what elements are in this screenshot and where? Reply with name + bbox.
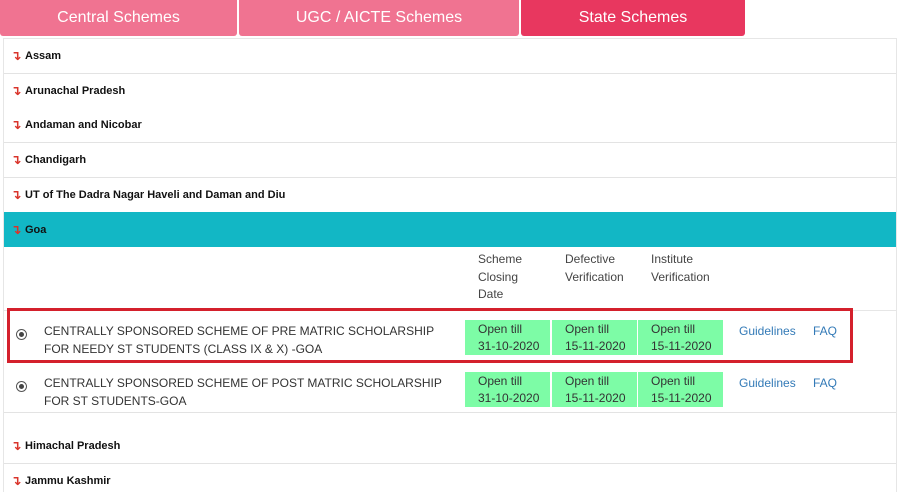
state-label: Andaman and Nicobar bbox=[25, 119, 142, 131]
state-item-dadra-nagar-haveli-daman-diu[interactable]: ↴ UT of The Dadra Nagar Haveli and Daman… bbox=[4, 178, 896, 213]
state-item-assam[interactable]: ↴ Assam bbox=[4, 39, 896, 74]
state-label: Himachal Pradesh bbox=[25, 440, 121, 452]
scheme-row: CENTRALLY SPONSORED SCHEME OF PRE MATRIC… bbox=[4, 320, 896, 367]
faq-link[interactable]: FAQ bbox=[813, 376, 838, 390]
state-label: Jammu Kashmir bbox=[25, 475, 111, 487]
institute-verification-cell: Open till 15-11-2020 bbox=[638, 320, 723, 355]
expand-arrow-icon: ↴ bbox=[10, 117, 22, 132]
expand-arrow-icon: ↴ bbox=[10, 187, 22, 202]
expand-arrow-icon: ↴ bbox=[10, 438, 22, 453]
state-accordion: ↴ Assam ↴ Arunachal Pradesh ↴ Andaman an… bbox=[3, 38, 897, 492]
scheme-tabs: Central Schemes UGC / AICTE Schemes Stat… bbox=[0, 0, 900, 36]
state-item-arunachal-pradesh[interactable]: ↴ Arunachal Pradesh bbox=[4, 74, 896, 109]
defective-verification-cell: Open till 15-11-2020 bbox=[552, 372, 637, 407]
guidelines-link[interactable]: Guidelines bbox=[739, 324, 796, 338]
scheme-name: CENTRALLY SPONSORED SCHEME OF PRE MATRIC… bbox=[44, 324, 435, 356]
scheme-radio-button[interactable] bbox=[16, 329, 27, 340]
scheme-closing-date-cell: Open till 31-10-2020 bbox=[465, 372, 550, 407]
state-item-himachal-pradesh[interactable]: ↴ Himachal Pradesh bbox=[4, 429, 896, 464]
expand-arrow-icon: ↴ bbox=[10, 83, 22, 98]
column-header-defective-verification: Defective Verification bbox=[565, 252, 624, 284]
expand-arrow-icon: ↴ bbox=[10, 221, 22, 237]
scheme-name: CENTRALLY SPONSORED SCHEME OF POST MATRI… bbox=[44, 376, 442, 408]
state-item-jammu-kashmir[interactable]: ↴ Jammu Kashmir bbox=[4, 464, 896, 492]
defective-verification-cell: Open till 15-11-2020 bbox=[552, 320, 637, 355]
scheme-row: CENTRALLY SPONSORED SCHEME OF POST MATRI… bbox=[4, 372, 896, 419]
tab-ugc-aicte-schemes[interactable]: UGC / AICTE Schemes bbox=[239, 0, 519, 36]
scheme-closing-date-cell: Open till 31-10-2020 bbox=[465, 320, 550, 355]
column-header-institute-verification: Institute Verification bbox=[651, 252, 710, 284]
expand-arrow-icon: ↴ bbox=[10, 152, 22, 167]
tab-state-schemes[interactable]: State Schemes bbox=[521, 0, 745, 36]
expand-arrow-icon: ↴ bbox=[10, 48, 22, 63]
guidelines-link[interactable]: Guidelines bbox=[739, 376, 796, 390]
state-item-andaman-and-nicobar[interactable]: ↴ Andaman and Nicobar bbox=[4, 108, 896, 143]
tab-central-schemes[interactable]: Central Schemes bbox=[0, 0, 237, 36]
state-label: UT of The Dadra Nagar Haveli and Daman a… bbox=[25, 189, 286, 201]
scheme-radio-button[interactable] bbox=[16, 381, 27, 392]
faq-link[interactable]: FAQ bbox=[813, 324, 838, 338]
state-label: Assam bbox=[25, 50, 62, 62]
column-header-scheme-closing-date: Scheme Closing Date bbox=[478, 252, 523, 301]
divider bbox=[4, 310, 896, 311]
state-item-chandigarh[interactable]: ↴ Chandigarh bbox=[4, 143, 896, 178]
goa-schemes-panel: Scheme Closing Date Defective Verificati… bbox=[4, 247, 896, 413]
state-item-goa[interactable]: ↴ Goa bbox=[4, 212, 896, 247]
state-label: Goa bbox=[25, 223, 47, 236]
institute-verification-cell: Open till 15-11-2020 bbox=[638, 372, 723, 407]
expand-arrow-icon: ↴ bbox=[10, 473, 22, 488]
state-label: Chandigarh bbox=[25, 154, 87, 166]
state-label: Arunachal Pradesh bbox=[25, 85, 126, 97]
